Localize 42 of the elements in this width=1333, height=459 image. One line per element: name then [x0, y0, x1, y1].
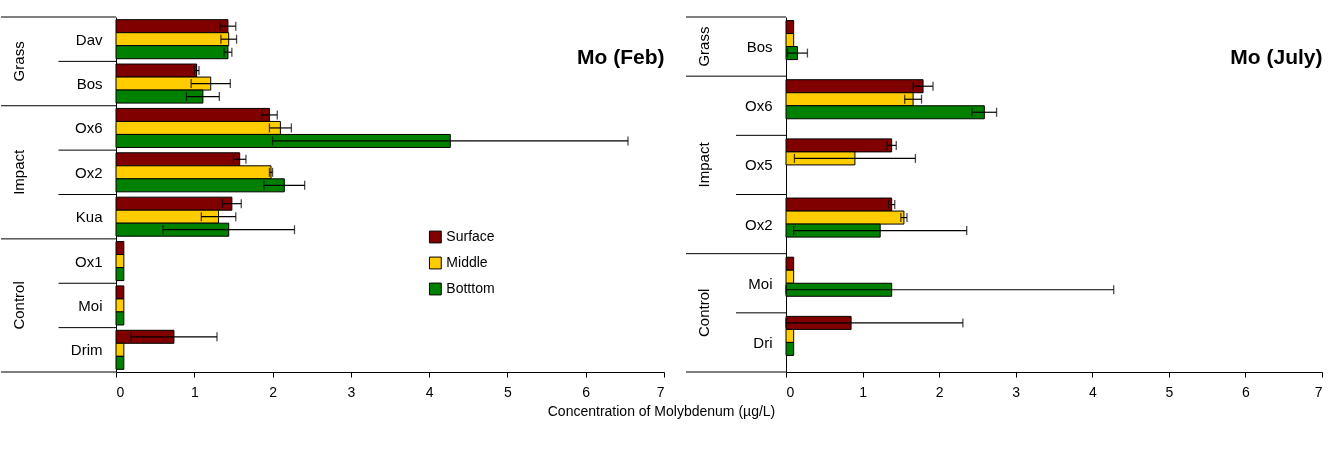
legend-label: Middle — [446, 254, 488, 270]
x-tick-label: 4 — [425, 383, 434, 400]
y-tick-label: Dav — [75, 30, 103, 48]
y-tick-label: Ox6 — [74, 119, 103, 137]
y-tick-label: Ox1 — [74, 252, 103, 270]
x-tick-label: 4 — [1088, 383, 1097, 400]
text: Mo (July) — [1230, 45, 1323, 68]
text: Grass — [10, 41, 27, 82]
y-tick-label: Ox6 — [744, 97, 773, 115]
x-tick-label: 2 — [935, 383, 944, 400]
y-tick-label: Bos — [76, 75, 103, 93]
text: Impact — [10, 148, 27, 195]
y-tick-label: Ox2 — [744, 215, 773, 233]
y-tick-label: Bos — [746, 38, 773, 56]
x-tick-label: 7 — [656, 383, 665, 400]
y-tick-label: Moi — [748, 274, 773, 292]
y-tick-label: Dri — [753, 333, 773, 351]
text: Control — [10, 281, 27, 330]
legend-label: Botttom — [446, 280, 495, 296]
y-tick-label: Ox5 — [744, 156, 773, 174]
x-tick-label: 2 — [269, 383, 278, 400]
x-tick-label: 1 — [190, 383, 199, 400]
legend-label: Surface — [446, 228, 495, 244]
x-axis-title: Concentration of Molybdenum (µg/L) — [547, 403, 776, 419]
y-tick-label: Moi — [78, 296, 103, 314]
x-tick-label: 3 — [347, 383, 356, 400]
text: Mo (Feb) — [577, 45, 665, 68]
x-tick-label: 0 — [786, 383, 795, 400]
text: Impact — [695, 141, 712, 188]
x-tick-label: 5 — [504, 383, 513, 400]
x-tick-label: 7 — [1314, 383, 1323, 400]
x-tick-label: 6 — [582, 383, 591, 400]
y-tick-label: Kua — [75, 208, 104, 226]
x-tick-label: 1 — [859, 383, 868, 400]
x-tick-label: 5 — [1165, 383, 1174, 400]
x-tick-label: 0 — [116, 383, 125, 400]
y-tick-label: Drim — [70, 341, 103, 359]
x-tick-label: 3 — [1012, 383, 1021, 400]
text: Grass — [695, 26, 712, 67]
text: Control — [695, 288, 712, 338]
y-tick-label: Ox2 — [74, 163, 103, 181]
x-tick-label: 6 — [1242, 383, 1251, 400]
